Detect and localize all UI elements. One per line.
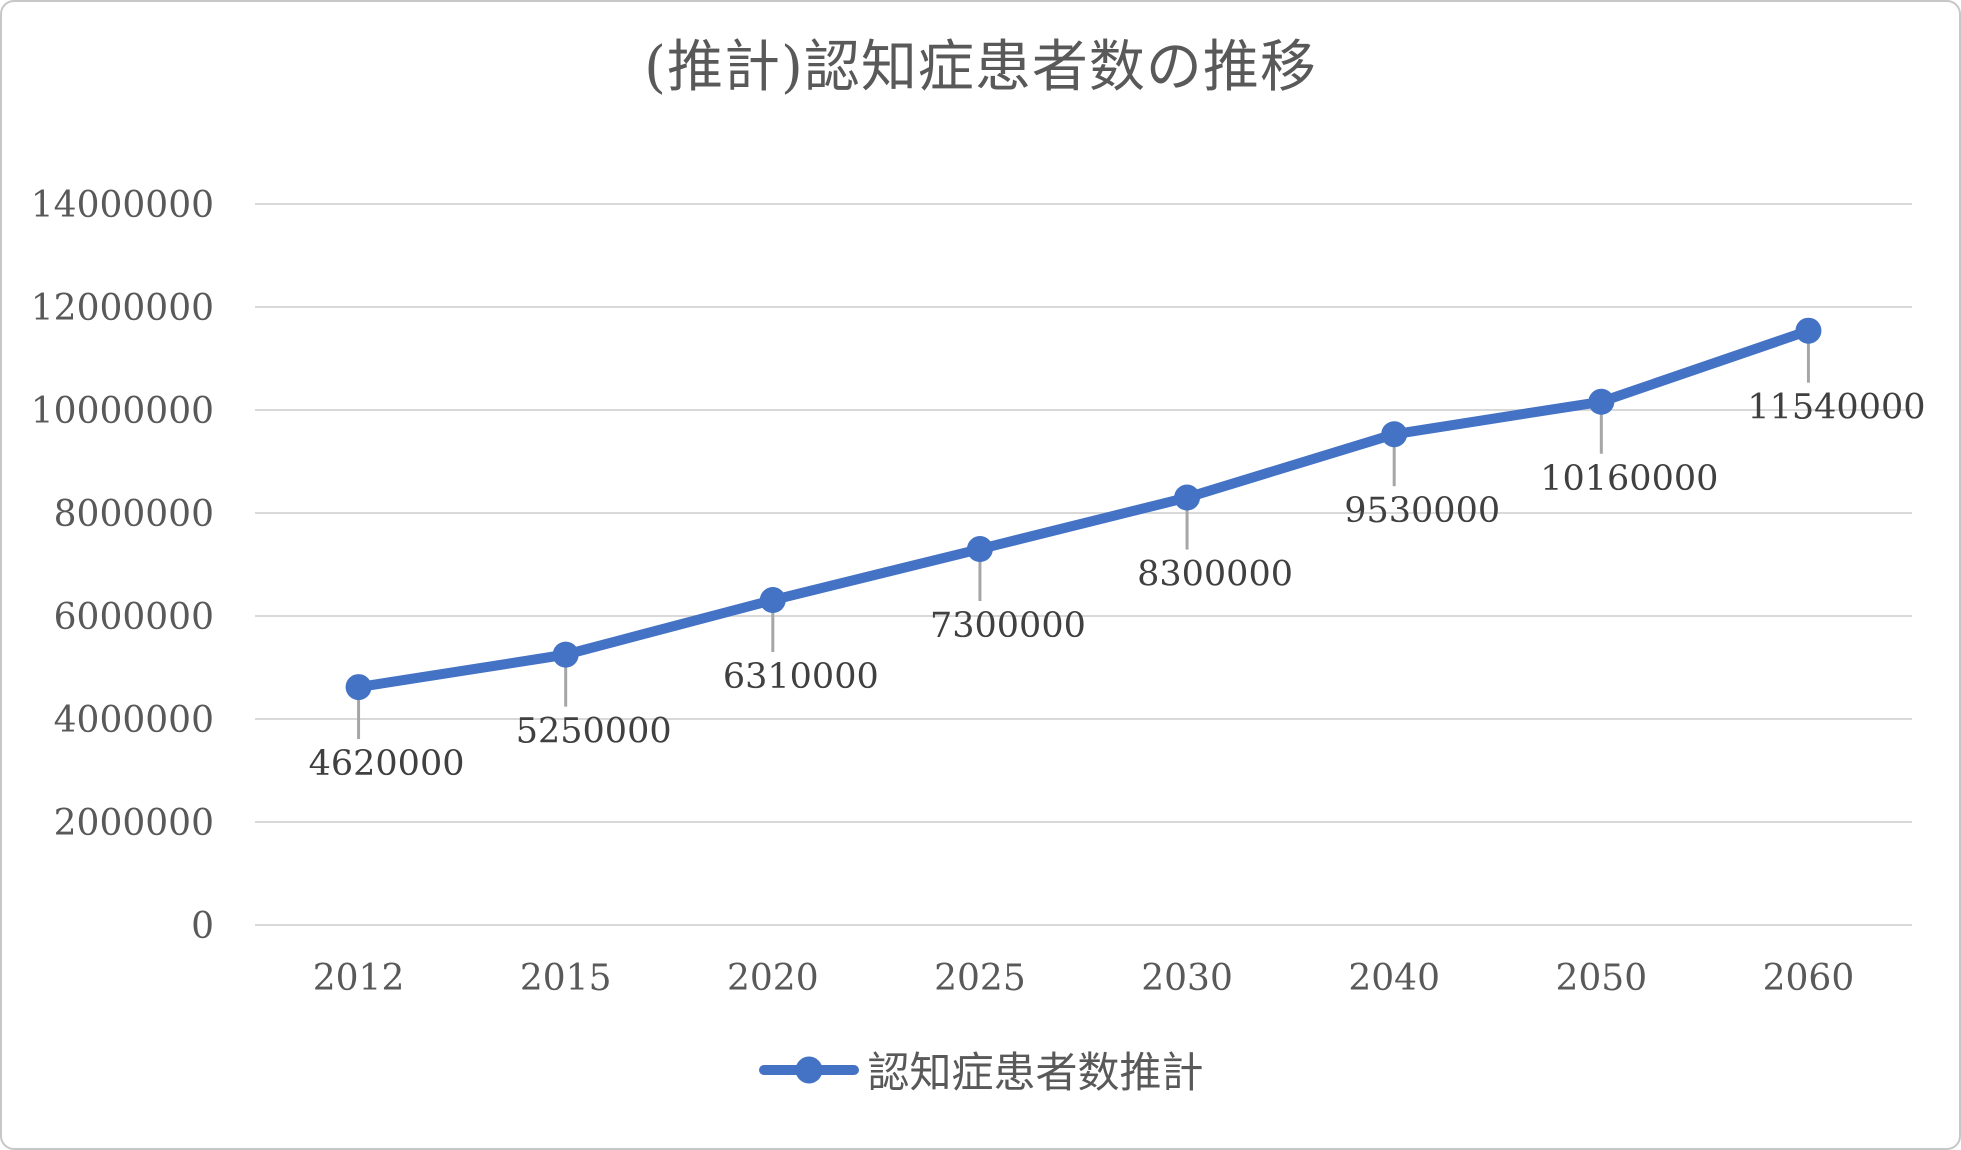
x-axis-tick-label: 2015 [520, 958, 612, 999]
data-label: 9530000 [1344, 491, 1500, 531]
x-axis-tick-label: 2050 [1556, 958, 1648, 999]
data-label: 10160000 [1540, 459, 1718, 499]
data-point-marker [759, 587, 786, 614]
x-axis-tick-label: 2020 [727, 958, 819, 999]
data-label: 8300000 [1137, 555, 1293, 595]
data-label: 6310000 [723, 657, 879, 697]
data-label: 7300000 [930, 606, 1086, 646]
data-point-marker [1381, 421, 1408, 448]
data-point-marker [345, 674, 372, 701]
data-point-marker [552, 641, 579, 668]
series-line [353, 325, 1814, 693]
x-axis-tick-label: 2025 [934, 958, 1026, 999]
x-axis-tick-label: 2060 [1763, 958, 1855, 999]
data-point-marker [966, 536, 993, 563]
data-label: 5250000 [516, 712, 672, 752]
y-axis-tick-label: 2000000 [54, 803, 214, 844]
data-point-marker [1795, 317, 1822, 344]
y-axis-tick-label: 4000000 [54, 700, 214, 741]
y-axis-tick-label: 14000000 [31, 185, 214, 226]
x-axis-tick-label: 2030 [1141, 958, 1233, 999]
data-point-marker [1588, 388, 1615, 415]
x-axis-tick-label: 2012 [313, 958, 405, 999]
y-axis-tick-label: 6000000 [54, 597, 214, 638]
data-label: 11540000 [1747, 388, 1925, 428]
chart-title: (推計)認知症患者数の推移 [644, 35, 1317, 100]
y-axis-tick-label: 8000000 [54, 494, 214, 535]
data-label: 4620000 [309, 744, 465, 784]
legend: 認知症患者数推計 [2, 1039, 1959, 1100]
y-axis-tick-label: 12000000 [31, 288, 214, 329]
legend-line-marker-icon [759, 1056, 860, 1083]
y-axis-tick-label: 0 [191, 906, 214, 947]
y-axis-tick-label: 10000000 [31, 391, 214, 432]
legend-label: 認知症患者数推計 [867, 1048, 1204, 1097]
x-axis-tick-label: 2040 [1348, 958, 1440, 999]
data-point-marker [1174, 484, 1201, 511]
